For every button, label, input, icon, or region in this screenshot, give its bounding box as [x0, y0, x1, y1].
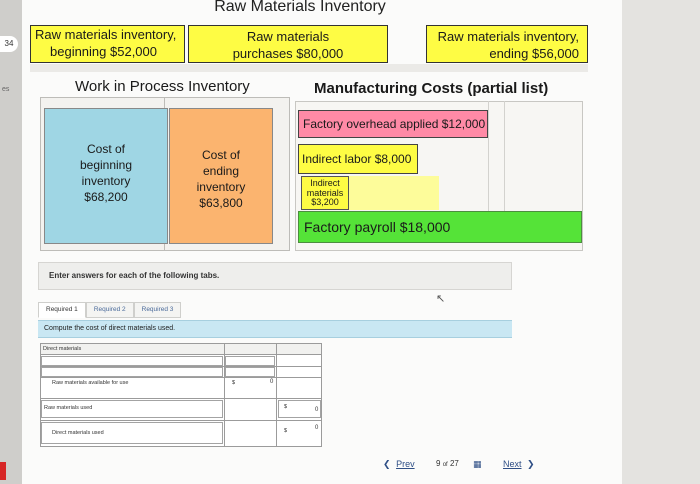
- rm-bar-shadow: [30, 64, 588, 72]
- wip-beginning-box: Cost of beginning inventory $68,200: [44, 108, 168, 244]
- rm-ending-line2: ending $56,000: [489, 46, 579, 61]
- wip-end-l2: ending: [202, 164, 240, 178]
- wip-beg-l3: inventory: [81, 174, 131, 188]
- blank-label-input[interactable]: [41, 367, 223, 377]
- rm-available-value[interactable]: 0: [270, 379, 274, 385]
- previous-page-strip: [0, 0, 22, 484]
- table-header: Direct materials: [41, 344, 321, 355]
- tab-required-3[interactable]: Required 3: [133, 302, 182, 318]
- mfg-grid-line: [488, 101, 489, 211]
- table-row-divider: [40, 420, 322, 421]
- instructions-bar: Enter answers for each of the following …: [38, 262, 512, 290]
- blank-amount-input[interactable]: [225, 367, 275, 377]
- diagram-title: Raw Materials Inventory: [214, 0, 386, 15]
- mfg-costs-title: Manufacturing Costs (partial list): [314, 80, 549, 97]
- table-row-divider: [40, 366, 322, 367]
- table-col-divider: [276, 343, 277, 447]
- factory-payroll-box: Factory payroll $18,000: [298, 211, 582, 243]
- rm-purchases-line2: purchases $80,000: [232, 46, 344, 61]
- blank-amount-input[interactable]: [225, 356, 275, 366]
- prev-button[interactable]: ❮ Prev: [383, 459, 415, 470]
- rm-beginning-line1: Raw materials inventory,: [35, 27, 177, 42]
- mfg-grid-line: [504, 101, 505, 211]
- rm-ending-line1: Raw materials inventory,: [437, 29, 579, 44]
- wip-end-l3: inventory: [196, 180, 246, 194]
- rm-used-amount-field[interactable]: [278, 400, 321, 418]
- rm-used-value: 0: [315, 407, 319, 413]
- indirect-materials-box: Indirect materials $3,200: [301, 176, 349, 210]
- prev-label: Prev: [396, 459, 415, 469]
- red-marker: [0, 462, 6, 480]
- indirect-materials-fill: [349, 176, 439, 210]
- raw-materials-beginning-box: Raw materials inventory, beginning $52,0…: [30, 25, 185, 63]
- factory-overhead-box: Factory overhead applied $12,000: [298, 110, 488, 138]
- indirect-labor-box: Indirect labor $8,000: [298, 144, 418, 174]
- ind-mat-l1: Indirect: [310, 178, 340, 188]
- row-label-rm-used: Raw materials used: [44, 405, 93, 411]
- rm-beginning-line2: beginning $52,000: [50, 44, 157, 59]
- ind-mat-l3: $3,200: [311, 197, 339, 207]
- direct-materials-used-label-field[interactable]: [41, 422, 223, 444]
- wip-beg-l2: beginning: [79, 158, 133, 172]
- tab-required-1[interactable]: Required 1: [38, 302, 86, 318]
- next-button[interactable]: Next ❯: [503, 459, 535, 470]
- table-row-divider: [40, 398, 322, 399]
- page-current: 9: [436, 459, 441, 468]
- table-row-divider: [40, 377, 322, 378]
- chevron-right-icon: ❯: [527, 459, 535, 469]
- page-of: of: [442, 462, 448, 468]
- dollar-sign: $: [232, 380, 236, 386]
- table-col-divider: [224, 343, 225, 447]
- next-label: Next: [503, 459, 522, 469]
- raw-materials-used-label-field[interactable]: [41, 400, 223, 418]
- page-indicator: 9 of 27: [436, 459, 459, 468]
- blank-label-input[interactable]: [41, 356, 223, 366]
- question-prompt: Compute the cost of direct materials use…: [38, 320, 512, 338]
- page-total: 27: [449, 459, 459, 468]
- raw-materials-ending-box: Raw materials inventory, ending $56,000: [426, 25, 588, 63]
- row-label-dm-used: Direct materials used: [52, 430, 104, 436]
- dollar-sign: $: [284, 428, 288, 434]
- wip-end-l4: $63,800: [199, 196, 243, 210]
- dm-used-value: 0: [315, 425, 319, 431]
- wip-beg-l4: $68,200: [84, 190, 128, 204]
- grid-icon[interactable]: ▦: [473, 459, 482, 469]
- wip-title: Work in Process Inventory: [75, 78, 250, 95]
- wip-beg-l1: Cost of: [86, 142, 125, 156]
- side-fragment: es: [2, 86, 10, 93]
- dollar-sign: $: [284, 404, 288, 410]
- raw-materials-purchases-box: Raw materials purchases $80,000: [188, 25, 388, 63]
- tab-required-2[interactable]: Required 2: [85, 302, 134, 318]
- row-label-rm-available: Raw materials available for use: [52, 380, 129, 386]
- tab-strip: Required 1 Required 2 Required 3: [38, 302, 182, 318]
- rm-purchases-line1: Raw materials: [246, 29, 330, 44]
- side-tab[interactable]: 34: [0, 36, 18, 52]
- chevron-left-icon: ❮: [383, 459, 391, 469]
- wip-ending-box: Cost of ending inventory $63,800: [169, 108, 273, 244]
- ind-mat-l2: materials: [306, 187, 344, 198]
- cursor-icon: ↖: [436, 293, 446, 305]
- wip-end-l1: Cost of: [201, 148, 240, 162]
